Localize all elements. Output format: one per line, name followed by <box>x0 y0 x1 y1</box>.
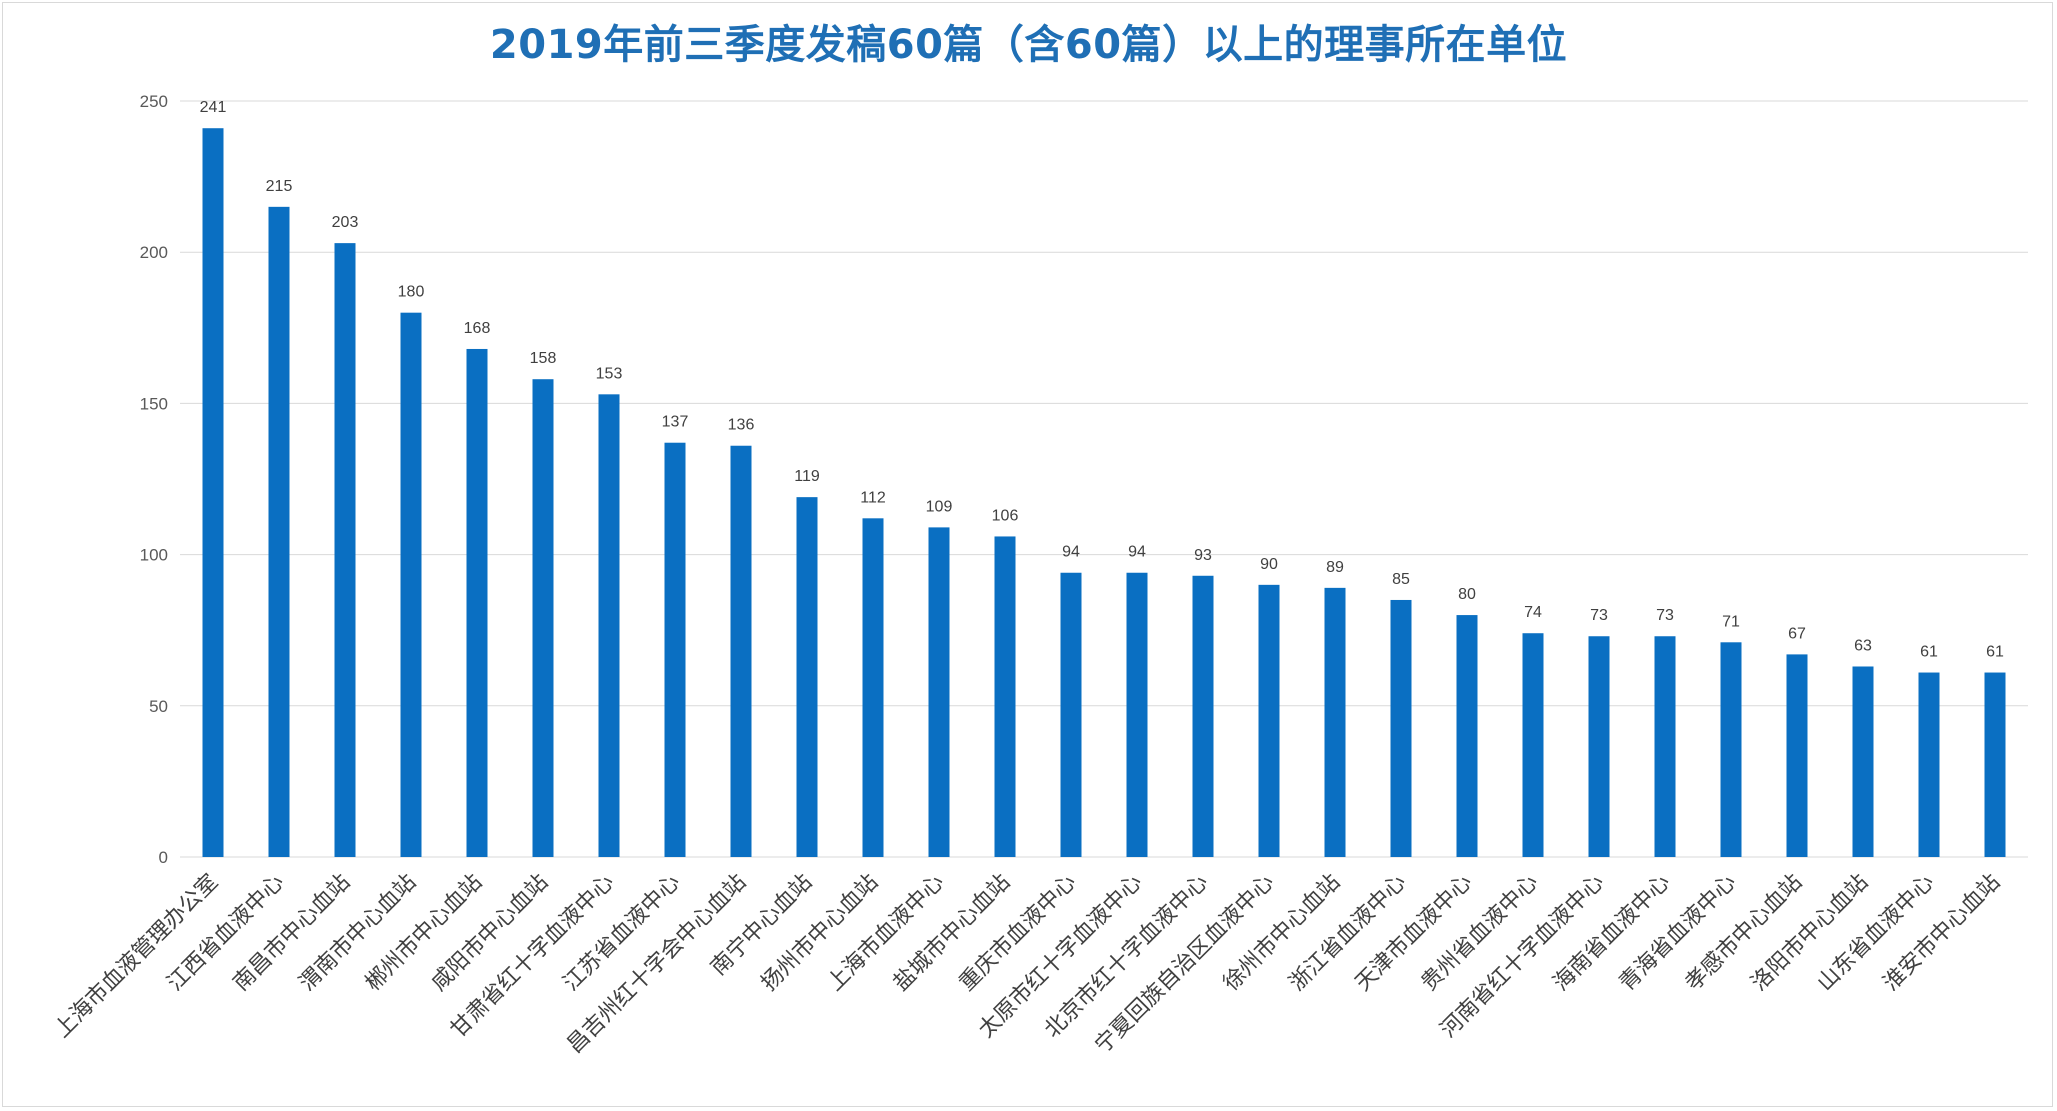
data-label: 158 <box>530 350 557 367</box>
bar <box>1060 572 1082 857</box>
x-tick-label: 咸阳市中心血站 <box>427 870 554 997</box>
x-tick-label: 浙江省血液中心 <box>1285 870 1412 997</box>
x-tick-label: 淮安市中心血站 <box>1879 870 2006 997</box>
data-label: 71 <box>1722 613 1740 630</box>
bar <box>994 536 1016 857</box>
y-axis-ticks: 0 50 100 150 200 250 <box>140 92 168 867</box>
x-tick-label: 山东省血液中心 <box>1813 870 1940 997</box>
x-tick-label: 上海市血液中心 <box>823 870 950 997</box>
x-tick-label: 渭南市中心血站 <box>295 870 422 997</box>
data-label: 93 <box>1194 547 1212 564</box>
x-tick-label: 扬州市中心血站 <box>757 870 884 997</box>
x-tick-label: 徐州市中心血站 <box>1219 870 1346 997</box>
bar <box>1522 633 1544 857</box>
data-label: 112 <box>860 489 886 506</box>
x-tick-label: 洛阳市中心血站 <box>1747 870 1874 997</box>
bar <box>1588 636 1610 857</box>
data-label: 137 <box>662 414 689 431</box>
data-label: 73 <box>1656 607 1674 624</box>
data-label: 80 <box>1458 586 1476 603</box>
x-tick-label: 江西省血液中心 <box>163 870 290 997</box>
bar <box>268 206 290 858</box>
bar <box>1258 584 1280 857</box>
y-tick-label: 200 <box>140 243 168 262</box>
bar <box>400 312 422 857</box>
bar <box>1456 615 1478 857</box>
bar <box>202 128 224 857</box>
data-label: 168 <box>464 320 491 337</box>
bar <box>796 497 818 857</box>
data-label: 94 <box>1128 544 1146 561</box>
bar <box>532 379 554 857</box>
data-label: 153 <box>596 365 623 382</box>
data-label: 89 <box>1326 559 1344 576</box>
y-tick-label: 100 <box>140 546 168 565</box>
y-tick-label: 50 <box>149 697 168 716</box>
data-label: 241 <box>200 99 227 116</box>
data-label: 136 <box>728 417 755 434</box>
bar <box>1324 587 1346 857</box>
data-label: 94 <box>1062 544 1080 561</box>
data-label: 74 <box>1524 604 1542 621</box>
bar <box>1852 666 1874 857</box>
bar <box>862 518 884 857</box>
x-tick-label: 重庆市血液中心 <box>955 870 1082 997</box>
data-label: 63 <box>1854 637 1872 654</box>
bar <box>1390 599 1412 857</box>
x-tick-label: 盐城市中心血站 <box>889 870 1016 997</box>
y-tick-label: 150 <box>140 394 168 413</box>
gridlines <box>180 100 2028 858</box>
x-tick-label: 天津市血液中心 <box>1351 870 1478 997</box>
y-tick-label: 0 <box>159 848 168 867</box>
data-label: 106 <box>992 507 1019 524</box>
bar <box>334 243 356 858</box>
bar <box>1654 636 1676 857</box>
y-tick-label: 250 <box>140 92 168 111</box>
data-label: 73 <box>1590 607 1608 624</box>
data-label: 85 <box>1392 571 1410 588</box>
x-tick-label: 南昌市中心血站 <box>229 870 356 997</box>
x-axis-labels: 上海市血液管理办公室江西省血液中心南昌市中心血站渭南市中心血站郴州市中心血站咸阳… <box>50 870 2005 1059</box>
bars <box>202 128 2006 858</box>
bar <box>1786 654 1808 857</box>
data-label: 109 <box>926 498 953 515</box>
x-tick-label: 青海省血液中心 <box>1615 870 1742 997</box>
bar <box>928 527 950 857</box>
bar <box>598 394 620 857</box>
bar <box>1126 572 1148 857</box>
bar <box>1720 642 1742 857</box>
bar <box>1192 575 1214 857</box>
x-tick-label: 贵州省血液中心 <box>1417 870 1544 997</box>
data-label: 203 <box>332 214 359 231</box>
bar <box>1984 672 2006 857</box>
data-label: 180 <box>398 284 425 301</box>
data-label: 67 <box>1788 625 1806 642</box>
bar <box>466 348 488 857</box>
data-label: 61 <box>1986 644 2004 661</box>
data-labels: 241 215 203 180 168 158 153 137 136 119 112 109 106 9… <box>200 99 2004 660</box>
bar <box>1918 672 1940 857</box>
bar <box>664 442 686 857</box>
data-label: 61 <box>1920 644 1938 661</box>
x-tick-label: 江苏省血液中心 <box>559 870 686 997</box>
data-label: 119 <box>794 468 820 485</box>
x-tick-label: 孝感市中心血站 <box>1681 870 1808 997</box>
chart-title: 2019年前三季度发稿60篇（含60篇）以上的理事所在单位 <box>489 22 1568 68</box>
data-label: 90 <box>1260 556 1278 573</box>
bar <box>730 445 752 857</box>
x-tick-label: 郴州市中心血站 <box>361 870 488 997</box>
data-label: 215 <box>266 178 293 195</box>
x-tick-label: 海南省血液中心 <box>1549 870 1676 997</box>
